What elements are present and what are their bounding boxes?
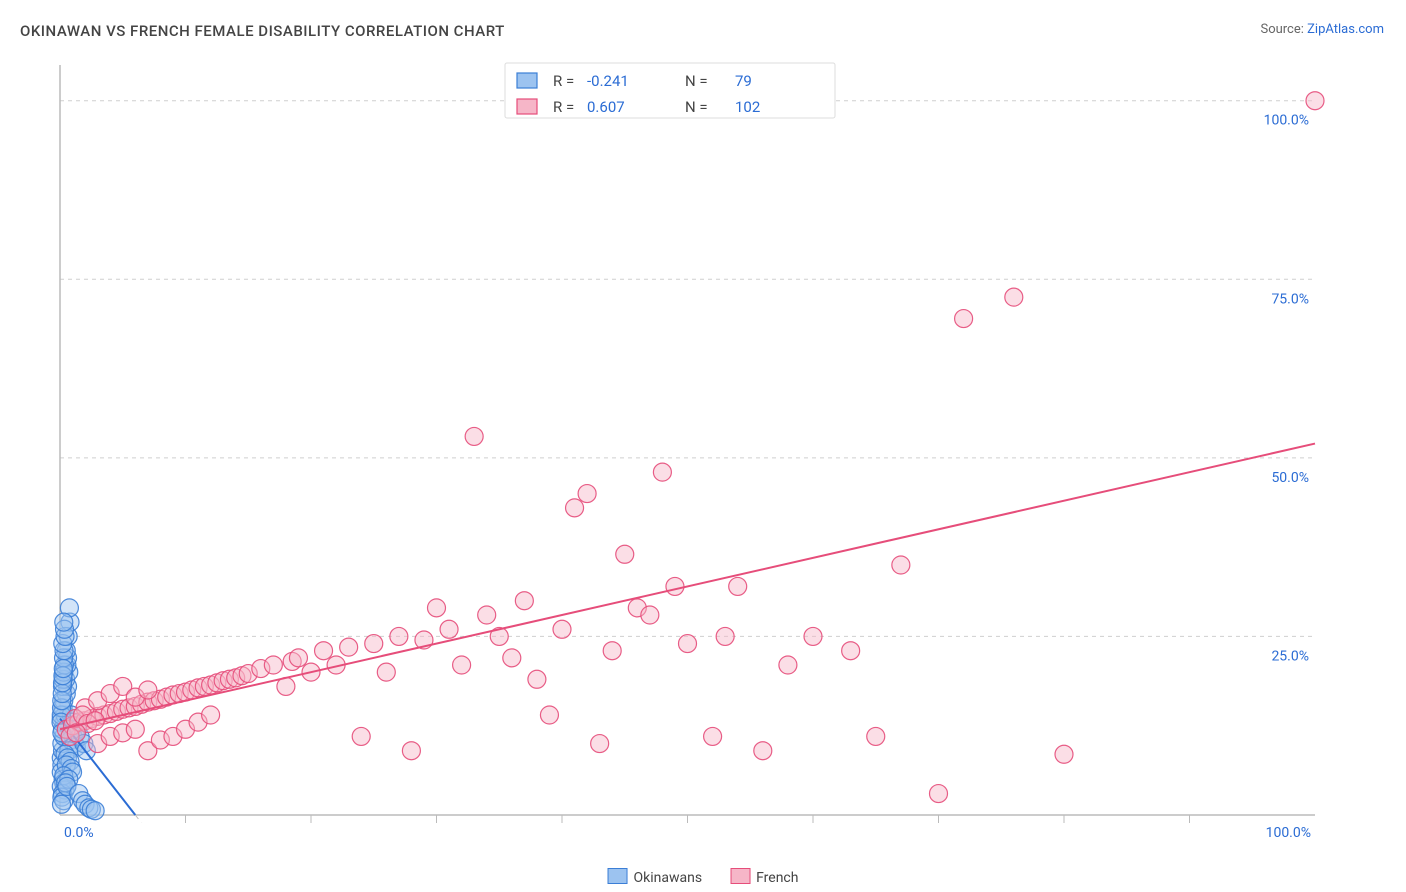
svg-text:75.0%: 75.0% [1271, 291, 1309, 307]
swatch-french [730, 868, 750, 884]
svg-text:50.0%: 50.0% [1271, 470, 1309, 486]
plot-area: 25.0% 50.0% 75.0% 100.0% 0.0% 100.0% R = -0.241… [50, 55, 1350, 845]
legend-item-french: French [730, 868, 798, 886]
svg-text:0.0%: 0.0% [64, 825, 94, 841]
svg-text:R =: R = [553, 98, 574, 116]
svg-text:100.0%: 100.0% [1266, 825, 1311, 841]
source-credit: Source: ZipAtlas.com [1260, 22, 1384, 37]
chart-svg: 25.0% 50.0% 75.0% 100.0% 0.0% 100.0% R = -0.241… [50, 55, 1350, 845]
svg-text:R =: R = [553, 72, 574, 90]
svg-text:25.0%: 25.0% [1271, 648, 1309, 664]
svg-text:102: 102 [735, 98, 760, 116]
svg-text:-0.241: -0.241 [587, 72, 629, 90]
svg-text:N =: N = [685, 72, 708, 90]
legend-label-okinawans: Okinawans [634, 870, 703, 886]
svg-text:0.607: 0.607 [587, 98, 625, 116]
swatch-okinawans [608, 868, 628, 884]
source-prefix: Source: [1260, 22, 1307, 37]
svg-text:100.0%: 100.0% [1264, 113, 1309, 129]
chart-title: OKINAWAN VS FRENCH FEMALE DISABILITY COR… [20, 22, 505, 40]
legend-item-okinawans: Okinawans [608, 868, 703, 886]
svg-text:N =: N = [685, 98, 708, 116]
legend-label-french: French [756, 870, 798, 886]
svg-text:79: 79 [735, 72, 752, 90]
source-link[interactable]: ZipAtlas.com [1307, 22, 1384, 37]
bottom-legend: Okinawans French [608, 868, 799, 886]
